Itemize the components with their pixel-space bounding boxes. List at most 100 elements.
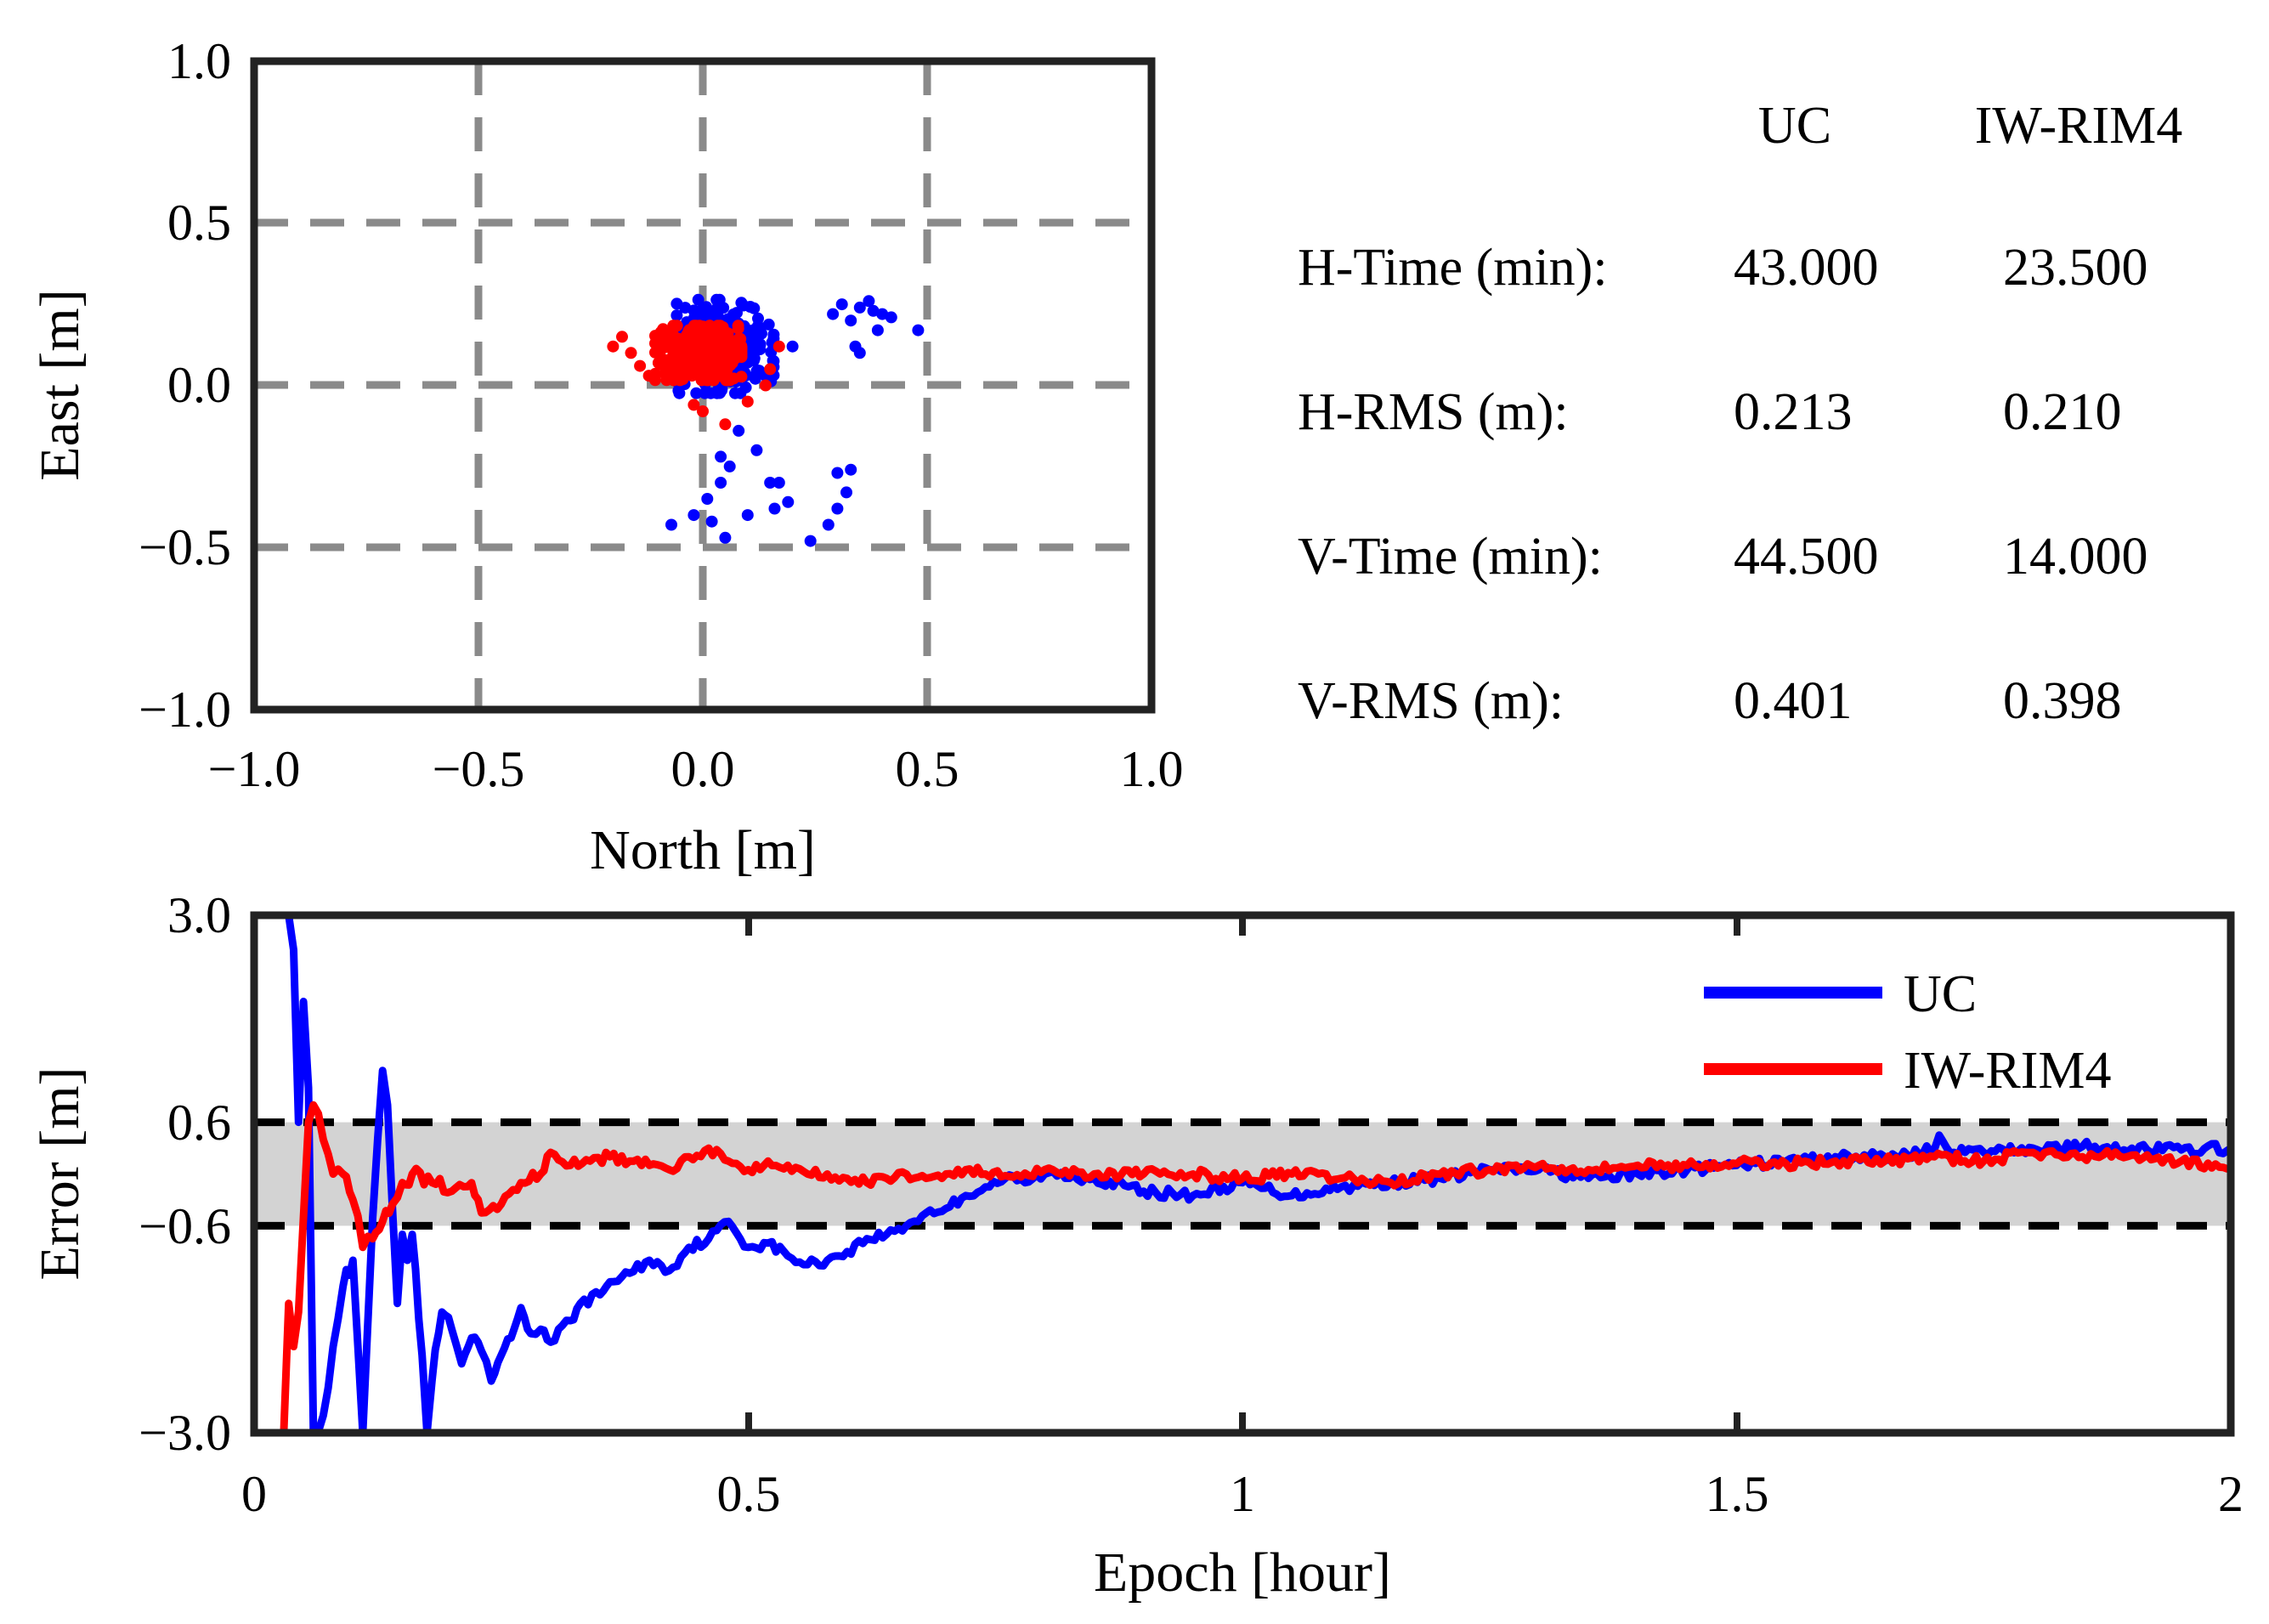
scatter-point-uc (734, 387, 747, 399)
scatter-ytick-1: 0.5 (167, 195, 231, 251)
scatter-point-iw-rim4 (764, 363, 777, 376)
scatter-point-iw-rim4 (680, 348, 693, 360)
scatter-point-iw-rim4 (634, 359, 647, 372)
line-series (280, 915, 2231, 1433)
scatter-point-uc (764, 477, 777, 489)
scatter-point-uc (762, 318, 775, 331)
line-ylabel: Error [m] (29, 1067, 91, 1280)
scatter-point-iw-rim4 (735, 348, 748, 360)
stats-row-uc-value: 0.213 (1734, 383, 1853, 441)
scatter-point-iw-rim4 (625, 347, 637, 359)
stats-row-label: H-RMS (m): (1298, 383, 1569, 441)
scatter-point-uc (712, 295, 725, 308)
stats-table: UC IW-RIM4 H-Time (min): 43.000 23.500 H… (1298, 97, 2182, 730)
line-xlabel: Epoch [hour] (1094, 1542, 1391, 1604)
scatter-point-uc (840, 486, 852, 499)
scatter-point-uc (723, 460, 736, 472)
scatter-ylabel: East [m] (29, 289, 91, 480)
stats-row-label: V-RMS (m): (1298, 672, 1564, 730)
scatter-point-uc (702, 305, 715, 318)
stats-row-label: H-Time (min): (1298, 239, 1608, 297)
scatter-point-iw-rim4 (667, 374, 680, 387)
scatter-point-uc (853, 347, 866, 359)
scatter-point-uc (876, 308, 889, 320)
scatter-point-iw-rim4 (699, 370, 712, 382)
scatter-point-uc (845, 463, 857, 476)
stats-row-iw-value: 0.210 (2003, 383, 2122, 441)
scatter-point-uc (715, 477, 727, 489)
scatter-point-uc (871, 324, 884, 337)
scatter-xtick-1: −0.5 (433, 741, 525, 797)
scatter-point-iw-rim4 (719, 418, 732, 431)
scatter-point-uc (831, 502, 844, 515)
scatter-point-uc (687, 509, 700, 522)
scatter-point-uc (692, 293, 704, 306)
scatter-point-uc (665, 518, 677, 531)
scatter-point-iw-rim4 (772, 340, 785, 353)
scatter-point-uc (782, 495, 795, 508)
scatter-point-uc (853, 301, 866, 314)
line-tickmarks (745, 915, 1740, 1433)
line-xtick-3: 1.5 (1706, 1466, 1769, 1522)
line-gridlines (254, 1118, 2231, 1230)
scatter-point-uc (673, 387, 686, 399)
scatter-point-iw-rim4 (616, 331, 628, 343)
scatter-point-iw-rim4 (704, 342, 717, 354)
scatter-point-uc (831, 467, 844, 479)
line-xtick-1: 0.5 (717, 1466, 781, 1522)
scatter-point-iw-rim4 (724, 359, 737, 371)
scatter-point-iw-rim4 (697, 405, 709, 417)
scatter-series-iw-rim4 (607, 320, 785, 431)
error-line-plot: UC IW-RIM4 0 0.5 1 1.5 2 3.0 0.6 −0.6 −3… (29, 887, 2244, 1604)
scatter-point-iw-rim4 (735, 371, 748, 383)
scatter-ytick-0: 1.0 (167, 33, 231, 89)
stats-row-iw-value: 14.000 (2003, 528, 2148, 586)
legend-label-uc: UC (1904, 965, 1977, 1023)
scatter-point-iw-rim4 (667, 320, 680, 332)
stats-row-iw-value: 0.398 (2003, 672, 2122, 730)
scatter-point-uc (741, 509, 754, 522)
scatter-point-uc (822, 518, 835, 531)
scatter-point-uc (912, 324, 925, 337)
scatter-point-iw-rim4 (714, 320, 727, 332)
line-ytick-0: 3.0 (167, 887, 231, 943)
scatter-point-iw-rim4 (642, 370, 655, 382)
scatter-point-uc (835, 298, 848, 311)
line-series-iw-rim4 (280, 1101, 2231, 1433)
scatter-point-iw-rim4 (716, 336, 728, 348)
legend-label-iw-rim4: IW-RIM4 (1904, 1042, 2112, 1100)
scatter-point-uc (735, 297, 748, 309)
line-ytick-2: −0.6 (139, 1198, 231, 1254)
scatter-xtick-2: 0.0 (671, 741, 735, 797)
scatter-xtick-3: 0.5 (896, 741, 959, 797)
stats-row-iw-value: 23.500 (2003, 239, 2148, 297)
scatter-point-uc (699, 387, 711, 399)
scatter-point-iw-rim4 (681, 362, 693, 375)
scatter-point-uc (885, 311, 897, 324)
scatter-point-iw-rim4 (687, 399, 700, 411)
stats-row-uc-value: 44.500 (1734, 528, 1879, 586)
scatter-point-iw-rim4 (732, 322, 744, 335)
scatter-point-uc (748, 354, 760, 367)
scatter-point-uc (715, 450, 727, 463)
scatter-point-uc (786, 340, 799, 353)
scatter-ytick-2: 0.0 (167, 357, 231, 413)
stats-col-iw-rim4: IW-RIM4 (1975, 97, 2183, 155)
scatter-point-uc (705, 515, 718, 528)
line-xtick-2: 1 (1230, 1466, 1255, 1522)
stats-col-uc: UC (1758, 97, 1831, 155)
scatter-point-uc (827, 308, 840, 320)
scatter-point-uc (863, 295, 875, 308)
scatter-ytick-3: −0.5 (139, 519, 231, 575)
scatter-point-uc (690, 387, 703, 399)
stats-row-label: V-Time (min): (1298, 528, 1603, 586)
line-ytick-3: −3.0 (139, 1405, 231, 1461)
line-ytick-1: 0.6 (167, 1095, 231, 1151)
scatter-ytick-4: −1.0 (139, 682, 231, 738)
line-legend: UC IW-RIM4 (1704, 965, 2112, 1100)
scatter-point-iw-rim4 (741, 395, 754, 408)
scatter-point-uc (701, 493, 714, 505)
scatter-point-uc (867, 304, 880, 317)
line-xtick-4: 2 (2218, 1466, 2244, 1522)
